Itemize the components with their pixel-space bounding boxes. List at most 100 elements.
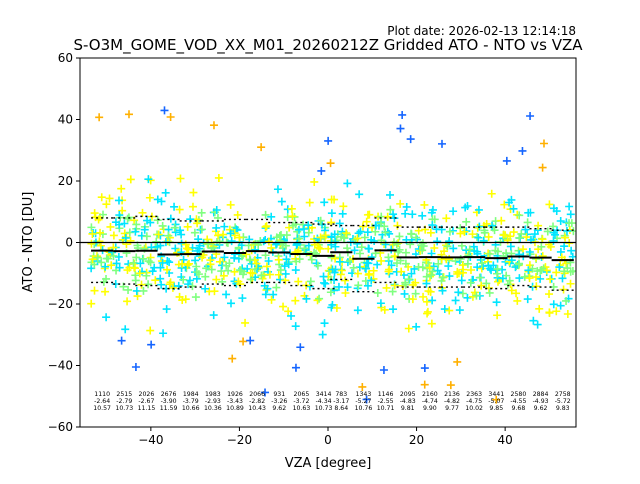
bin-std-label: 9.62 (272, 405, 286, 412)
scatter-point (465, 245, 474, 254)
scatter-point (262, 222, 271, 231)
scatter-point (466, 278, 475, 287)
x-tick-label: 20 (409, 433, 424, 447)
scatter-point (316, 244, 325, 253)
scatter-point (402, 202, 411, 211)
scatter-point (437, 139, 446, 148)
scatter-point (340, 234, 349, 243)
scatter-point (420, 380, 429, 389)
scatter-points (87, 106, 576, 404)
scatter-point (429, 262, 438, 271)
scatter-point (533, 320, 542, 329)
scatter-point (287, 311, 296, 320)
scatter-point (121, 325, 130, 334)
scatter-point (440, 305, 449, 314)
scatter-point (526, 112, 535, 121)
scatter-point (177, 239, 186, 248)
scatter-point (300, 244, 309, 253)
scatter-point (543, 227, 552, 236)
scatter-point (125, 263, 134, 272)
scatter-point (156, 263, 165, 272)
bin-count-label: 2580 (511, 391, 527, 398)
scatter-point (388, 287, 397, 296)
scatter-point (334, 282, 343, 291)
scatter-point (214, 173, 223, 182)
scatter-point (157, 197, 166, 206)
scatter-point (341, 289, 350, 298)
scatter-point (458, 289, 467, 298)
scatter-point (397, 267, 406, 276)
scatter-point (124, 285, 133, 294)
scatter-point (337, 266, 346, 275)
bin-mean-label: -2.82 (249, 398, 265, 405)
scatter-point (320, 232, 329, 241)
scatter-point (209, 121, 218, 130)
scatter-point (424, 287, 433, 296)
scatter-point (292, 257, 301, 266)
scatter-point (184, 245, 193, 254)
scatter-point (176, 226, 185, 235)
scatter-point (293, 239, 302, 248)
scatter-point (468, 230, 477, 239)
scatter-point (97, 193, 106, 202)
scatter-point (222, 261, 231, 270)
scatter-point (327, 209, 336, 218)
scatter-point (183, 222, 192, 231)
scatter-point (395, 245, 404, 254)
scatter-point (241, 318, 250, 327)
chart-title: S-O3M_GOME_VOD_XX_M01_20260212Z Gridded … (73, 36, 583, 55)
scatter-point (453, 357, 462, 366)
scatter-point (176, 174, 185, 183)
scatter-point (331, 242, 340, 251)
scatter-point (438, 286, 447, 295)
scatter-point (434, 259, 443, 268)
scatter-point (214, 231, 223, 240)
scatter-point (257, 143, 266, 152)
scatter-point (117, 336, 126, 345)
scatter-point (520, 272, 529, 281)
scatter-point (406, 135, 415, 144)
scatter-point (192, 268, 201, 277)
scatter-point (318, 330, 327, 339)
scatter-point (144, 175, 153, 184)
scatter-point (475, 273, 484, 282)
scatter-point (101, 287, 110, 296)
scatter-point (552, 307, 561, 316)
x-tick-label: 0 (324, 433, 332, 447)
scatter-point (152, 237, 161, 246)
scatter-point (316, 216, 325, 225)
scatter-point (114, 196, 123, 205)
scatter-point (477, 259, 486, 268)
scatter-point (121, 233, 130, 242)
scatter-point (289, 221, 298, 230)
scatter-point (357, 243, 366, 252)
scatter-point (563, 264, 572, 273)
scatter-point (353, 269, 362, 278)
scatter-point (291, 363, 300, 372)
scatter-point (118, 206, 127, 215)
scatter-point (522, 233, 531, 242)
bin-mean-label: -3.43 (227, 398, 243, 405)
scatter-point (294, 225, 303, 234)
scatter-point (380, 305, 389, 314)
scatter-point (332, 303, 341, 312)
bin-mean-label: -4.82 (444, 398, 460, 405)
scatter-point (190, 228, 199, 237)
scatter-point (131, 276, 140, 285)
scatter-point (506, 232, 515, 241)
scatter-point (418, 239, 427, 248)
scatter-point (222, 290, 231, 299)
bin-mean-label: -2.64 (94, 398, 110, 405)
bin-mean-label: -5.27 (355, 398, 371, 405)
scatter-point (376, 299, 385, 308)
scatter-point (279, 302, 288, 311)
scatter-point (330, 230, 339, 239)
scatter-point (408, 295, 417, 304)
scatter-point (363, 228, 372, 237)
scatter-point (546, 275, 555, 284)
scatter-point (320, 319, 329, 328)
scatter-point (267, 212, 276, 221)
scatter-point (369, 266, 378, 275)
scatter-point (224, 266, 233, 275)
bin-std-label: 10.76 (355, 405, 373, 412)
